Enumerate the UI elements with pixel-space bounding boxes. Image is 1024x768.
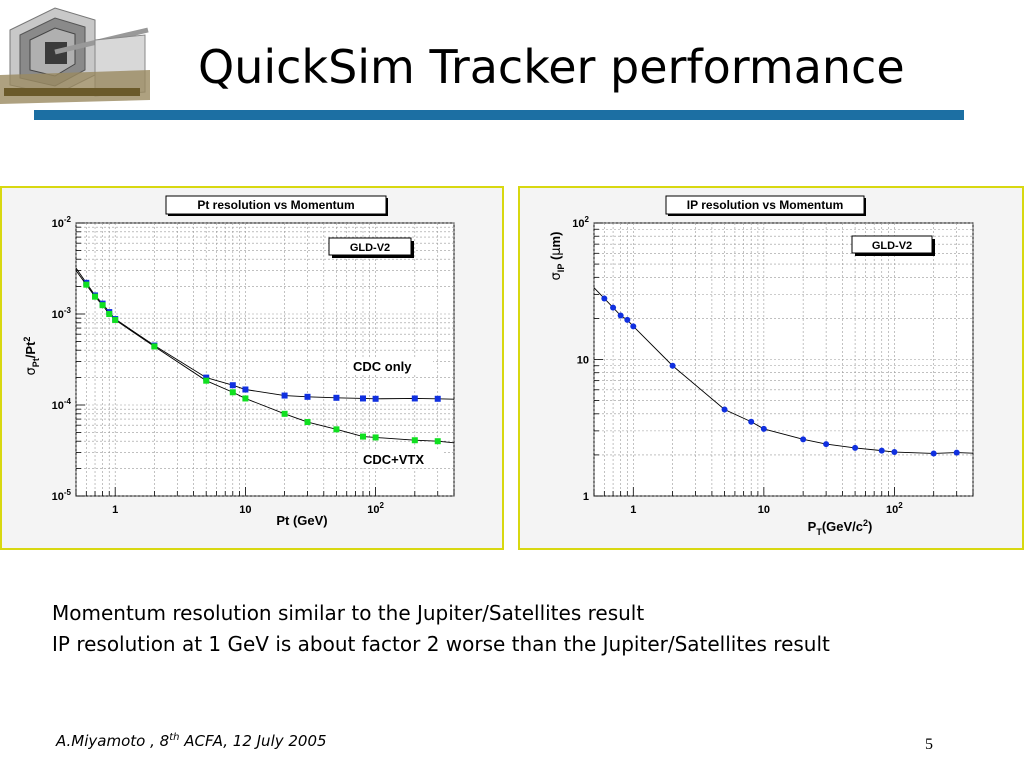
y-tick-label: 10 <box>577 355 589 367</box>
data-point <box>229 382 236 389</box>
tag-box <box>851 235 933 254</box>
data-point <box>203 377 210 384</box>
page-number: 5 <box>925 736 933 753</box>
series-label: CDC+VTX <box>363 452 424 467</box>
y-tick-label: 10-5 <box>52 488 72 503</box>
data-point <box>242 386 249 393</box>
slide-notes: Momentum resolution similar to the Jupit… <box>52 598 830 660</box>
footer-sup: th <box>169 732 180 743</box>
data-point <box>624 316 631 323</box>
data-point <box>372 434 379 441</box>
data-point <box>434 395 441 402</box>
data-point <box>411 437 418 444</box>
data-point <box>953 449 960 456</box>
data-point <box>359 433 366 440</box>
grid-lines <box>593 222 974 497</box>
x-tick-label: 102 <box>367 501 384 516</box>
note-momentum-resolution: Momentum resolution similar to the Jupit… <box>52 601 645 625</box>
data-point <box>242 395 249 402</box>
data-point <box>99 302 106 309</box>
data-point <box>83 281 90 288</box>
note-ip-resolution: IP resolution at 1 GeV is about factor 2… <box>52 632 830 656</box>
data-point <box>878 447 885 454</box>
detector-tag: GLD-V2 <box>872 240 912 252</box>
data-point <box>601 295 608 302</box>
y-axis-label: σIP (μm) <box>548 232 566 281</box>
data-point <box>229 389 236 396</box>
slide-footer: A.Miyamoto , 8th ACFA, 12 July 2005 <box>56 732 327 750</box>
data-point <box>411 395 418 402</box>
x-axis-label: Pt (GeV) <box>276 513 327 528</box>
title-underline-bar <box>34 110 964 120</box>
data-point <box>630 323 637 330</box>
footer-event: ACFA, 12 July 2005 <box>179 732 327 750</box>
x-tick-label: 102 <box>886 501 903 516</box>
chart-title: Pt resolution vs Momentum <box>197 198 354 212</box>
data-point <box>760 425 767 432</box>
x-tick-label: 1 <box>112 504 118 516</box>
data-point <box>930 450 937 457</box>
y-tick-label: 10-3 <box>52 306 72 321</box>
y-tick-label: 10-2 <box>52 215 72 230</box>
data-point <box>852 444 859 451</box>
title-box <box>165 195 387 215</box>
data-point <box>359 395 366 402</box>
y-axis-label: σPt/Pt2 <box>22 337 41 376</box>
title-box <box>665 195 865 215</box>
data-point <box>617 312 624 319</box>
slide-title: QuickSim Tracker performance <box>198 40 905 94</box>
legend-bg <box>349 358 433 375</box>
detector-tag: GLD-V2 <box>350 242 390 254</box>
data-point <box>669 362 676 369</box>
data-point <box>281 392 288 399</box>
y-tick-label: 1 <box>583 491 589 503</box>
data-point <box>281 410 288 417</box>
ip-resolution-chart: 1 10 102 1 10 102 IP resolution vs Momentum GLD… <box>518 186 1024 550</box>
data-point <box>304 393 311 400</box>
data-point <box>151 343 158 350</box>
y-tick-label: 102 <box>572 215 589 230</box>
data-point <box>304 419 311 426</box>
pt-resolution-chart: 1 10 102 10-5 10-4 10-3 10-2 Pt resolution vs M… <box>0 186 504 550</box>
data-point <box>748 418 755 425</box>
series-label: CDC only <box>353 359 412 374</box>
x-tick-label: 1 <box>630 504 636 516</box>
data-point <box>891 449 898 456</box>
grid-lines <box>75 222 455 497</box>
data-point <box>333 394 340 401</box>
x-axis-label: PT(GeV/c2) <box>808 518 873 537</box>
data-point <box>112 316 119 323</box>
y-tick-label: 10-4 <box>52 397 72 412</box>
legend-bg <box>359 451 443 468</box>
data-point <box>203 374 210 381</box>
data-point <box>721 406 728 413</box>
data-point <box>372 395 379 402</box>
data-point <box>106 311 113 317</box>
data-point <box>92 293 99 300</box>
data-point <box>823 441 830 448</box>
data-point <box>434 438 441 445</box>
chart-title: IP resolution vs Momentum <box>687 198 843 212</box>
data-point <box>333 426 340 433</box>
data-point <box>610 304 617 311</box>
tag-box <box>328 237 412 256</box>
footer-author: A.Miyamoto , 8 <box>56 732 170 750</box>
x-tick-label: 10 <box>758 504 770 516</box>
x-tick-label: 10 <box>239 504 251 516</box>
data-point <box>800 436 807 443</box>
detector-logo <box>0 0 150 108</box>
